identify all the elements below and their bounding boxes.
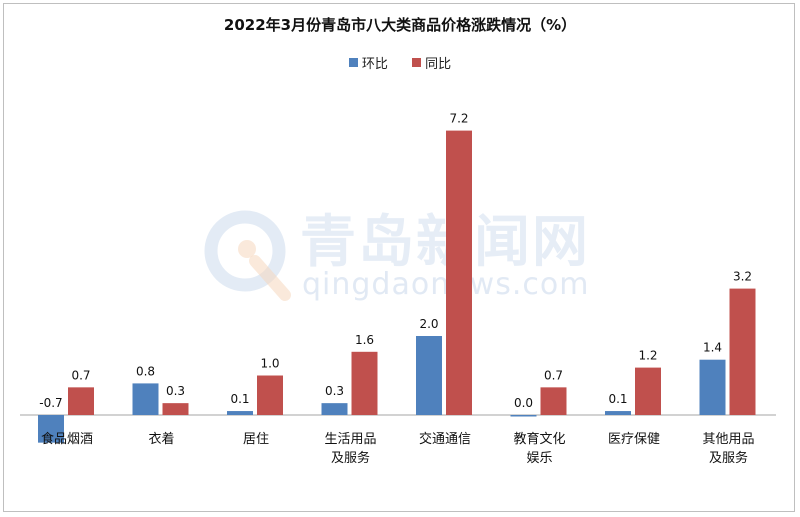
category-label-line: 娱乐 xyxy=(526,451,552,466)
data-label-mom-1: 0.8 xyxy=(136,364,155,378)
category-label-line: 其他用品 xyxy=(702,432,754,447)
category-label-2: 居住 xyxy=(243,432,269,447)
category-label-line: 食品烟酒 xyxy=(41,431,93,447)
data-label-mom-6: 0.1 xyxy=(608,392,627,406)
category-label-line: 及服务 xyxy=(709,450,748,466)
data-label-yoy-0: 0.7 xyxy=(71,368,90,382)
data-label-mom-2: 0.1 xyxy=(230,392,249,406)
bar-yoy-6 xyxy=(635,367,661,415)
data-label-mom-0: -0.7 xyxy=(39,396,62,410)
category-label-0: 食品烟酒 xyxy=(41,431,93,447)
data-label-yoy-7: 3.2 xyxy=(733,270,752,284)
data-label-yoy-6: 1.2 xyxy=(638,349,657,363)
category-label-4: 交通通信 xyxy=(419,431,471,447)
data-label-mom-7: 1.4 xyxy=(703,341,722,355)
bar-mom-0 xyxy=(38,415,64,443)
legend: 环比 同比 xyxy=(0,53,800,72)
data-label-yoy-4: 7.2 xyxy=(449,112,468,126)
category-label-1: 衣着 xyxy=(148,431,174,447)
bar-mom-2 xyxy=(227,411,253,415)
bar-mom-7 xyxy=(699,359,726,415)
bar-mom-6 xyxy=(605,411,631,415)
chart-frame xyxy=(3,3,795,512)
data-label-mom-4: 2.0 xyxy=(419,317,438,331)
category-label-line: 及服务 xyxy=(331,450,370,466)
bar-yoy-7 xyxy=(729,288,756,415)
data-label-yoy-1: 0.3 xyxy=(166,384,185,398)
category-label-7: 其他用品及服务 xyxy=(702,432,754,466)
bar-mom-5 xyxy=(510,415,537,417)
bar-yoy-3 xyxy=(351,351,378,415)
bar-yoy-1 xyxy=(162,403,189,415)
bar-yoy-2 xyxy=(257,375,283,415)
bar-mom-1 xyxy=(132,383,159,415)
legend-item-mom: 环比 xyxy=(348,53,388,72)
legend-label-mom: 环比 xyxy=(361,57,388,72)
data-label-yoy-3: 1.6 xyxy=(355,333,374,347)
category-label-line: 生活用品 xyxy=(324,432,376,447)
category-label-line: 居住 xyxy=(243,432,269,447)
category-label-line: 教育文化 xyxy=(513,431,565,447)
legend-swatch-yoy xyxy=(412,58,422,67)
bar-yoy-0 xyxy=(68,387,94,415)
legend-item-yoy: 同比 xyxy=(412,53,451,72)
category-label-line: 交通通信 xyxy=(419,431,471,447)
category-label-6: 医疗保健 xyxy=(608,432,660,447)
data-label-yoy-5: 0.7 xyxy=(544,368,563,382)
category-label-3: 生活用品及服务 xyxy=(324,432,376,466)
category-label-line: 医疗保健 xyxy=(608,432,660,447)
chart-title: 2022年3月份青岛市八大类商品价格涨跌情况（%） xyxy=(223,16,577,34)
bar-mom-4 xyxy=(416,336,442,415)
legend-label-yoy: 同比 xyxy=(425,57,452,72)
legend-swatch-mom xyxy=(348,58,358,67)
category-label-5: 教育文化娱乐 xyxy=(513,431,565,466)
bar-yoy-5 xyxy=(540,387,567,415)
category-label-line: 衣着 xyxy=(148,431,174,447)
bar-yoy-4 xyxy=(446,130,472,415)
data-label-mom-5: 0.0 xyxy=(514,396,533,410)
data-label-mom-3: 0.3 xyxy=(325,384,344,398)
data-label-yoy-2: 1.0 xyxy=(260,357,279,371)
bar-mom-3 xyxy=(321,403,348,415)
